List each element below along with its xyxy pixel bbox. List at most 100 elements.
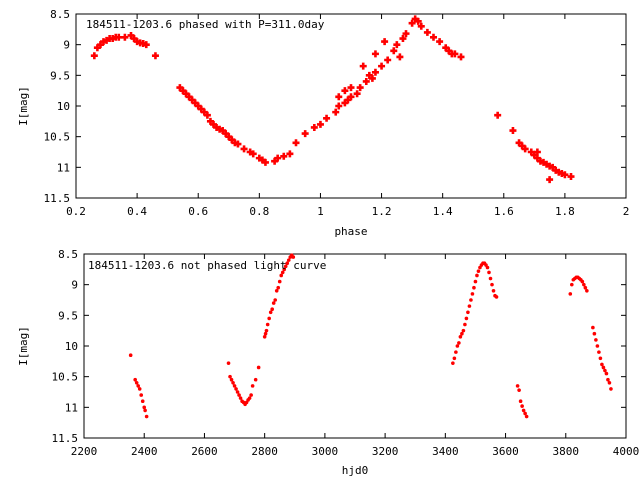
data-point bbox=[264, 328, 269, 333]
x-tick-label: 3000 bbox=[312, 445, 339, 458]
data-point bbox=[301, 130, 309, 138]
data-point bbox=[274, 154, 282, 162]
data-point bbox=[323, 114, 331, 122]
data-point bbox=[582, 282, 586, 287]
data-point bbox=[265, 322, 270, 327]
data-point bbox=[580, 279, 585, 284]
data-point bbox=[399, 35, 407, 43]
data-point bbox=[524, 414, 529, 419]
data-point bbox=[430, 33, 437, 41]
data-point bbox=[240, 145, 248, 153]
data-point bbox=[229, 377, 234, 382]
x-tick-label: 2 bbox=[623, 205, 630, 218]
data-point bbox=[436, 38, 444, 46]
y-tick-label: 10.5 bbox=[52, 371, 79, 384]
data-point bbox=[347, 93, 355, 101]
phased-data-points bbox=[90, 15, 575, 184]
data-point bbox=[286, 258, 291, 262]
data-point bbox=[494, 111, 502, 119]
x-tick-label: 1.6 bbox=[494, 205, 514, 218]
data-point bbox=[143, 408, 147, 413]
phased-light-curve-panel: 0.2 0.4 0.6 0.8 1 1.2 1.4 1.6 1.8 2 8.5 9 9.5 10 10.5 1… bbox=[17, 8, 629, 238]
data-point bbox=[570, 282, 574, 287]
data-point bbox=[249, 150, 257, 158]
data-point bbox=[128, 353, 133, 358]
data-point bbox=[597, 350, 601, 354]
data-point bbox=[457, 341, 461, 345]
data-point bbox=[417, 22, 425, 30]
y-tick-label: 9.5 bbox=[50, 69, 70, 82]
data-point bbox=[469, 298, 473, 302]
x-tick-label: 3400 bbox=[432, 445, 459, 458]
data-point bbox=[518, 399, 523, 404]
data-point bbox=[115, 33, 123, 41]
data-point bbox=[592, 331, 597, 336]
data-point bbox=[282, 267, 287, 272]
data-point bbox=[335, 93, 343, 101]
data-point bbox=[451, 50, 459, 58]
data-point bbox=[133, 377, 137, 382]
data-point bbox=[228, 374, 232, 379]
data-point bbox=[494, 295, 499, 299]
data-point bbox=[423, 28, 431, 36]
x-tick-label: 2800 bbox=[251, 445, 278, 458]
data-point bbox=[280, 152, 288, 160]
data-point bbox=[517, 388, 521, 392]
data-point bbox=[464, 316, 469, 321]
data-point bbox=[271, 301, 276, 305]
data-point bbox=[601, 365, 606, 370]
unphased-plot-frame bbox=[83, 253, 627, 439]
x-tick-label: 0.6 bbox=[188, 205, 208, 218]
data-point bbox=[238, 396, 243, 400]
y-tick-label: 9 bbox=[71, 279, 78, 292]
data-point bbox=[467, 304, 472, 308]
phased-plot-frame bbox=[75, 13, 627, 199]
data-point bbox=[253, 377, 258, 382]
data-point bbox=[408, 19, 416, 27]
data-point bbox=[600, 362, 604, 367]
data-point bbox=[606, 377, 610, 382]
y-tick-label: 9 bbox=[63, 39, 70, 52]
data-point bbox=[390, 47, 398, 55]
data-point bbox=[609, 387, 613, 391]
x-tick-label: 2200 bbox=[71, 445, 98, 458]
phased-y-axis-label: I[mag] bbox=[17, 86, 30, 126]
data-point bbox=[595, 344, 600, 348]
data-point bbox=[461, 328, 466, 333]
data-point bbox=[463, 322, 467, 327]
y-tick-label: 11 bbox=[57, 161, 70, 174]
data-point bbox=[249, 393, 253, 397]
data-point bbox=[604, 371, 609, 376]
data-point bbox=[455, 344, 460, 348]
data-point bbox=[291, 255, 296, 259]
data-point bbox=[362, 77, 370, 85]
data-point bbox=[247, 396, 252, 400]
data-point bbox=[598, 356, 603, 361]
data-point bbox=[139, 393, 144, 397]
data-point bbox=[231, 381, 235, 385]
data-point bbox=[237, 393, 241, 397]
data-point bbox=[142, 405, 147, 410]
y-tick-label: 9.5 bbox=[58, 309, 78, 322]
data-point bbox=[261, 158, 269, 166]
x-tick-label: 1.2 bbox=[372, 205, 392, 218]
data-point bbox=[142, 41, 150, 49]
data-point bbox=[121, 33, 129, 41]
data-point bbox=[454, 350, 458, 354]
data-point bbox=[263, 331, 268, 336]
data-point bbox=[341, 87, 349, 95]
data-point bbox=[144, 414, 149, 419]
x-tick-label: 1.4 bbox=[433, 205, 453, 218]
data-point bbox=[335, 102, 343, 110]
data-point bbox=[371, 68, 379, 76]
data-point bbox=[292, 139, 300, 147]
data-point bbox=[583, 285, 588, 290]
data-point bbox=[256, 365, 261, 370]
data-point bbox=[268, 310, 273, 315]
data-point bbox=[414, 17, 422, 25]
data-point bbox=[226, 361, 231, 365]
data-point bbox=[283, 264, 288, 269]
y-tick-label: 8.5 bbox=[58, 248, 78, 261]
data-point bbox=[234, 387, 238, 391]
